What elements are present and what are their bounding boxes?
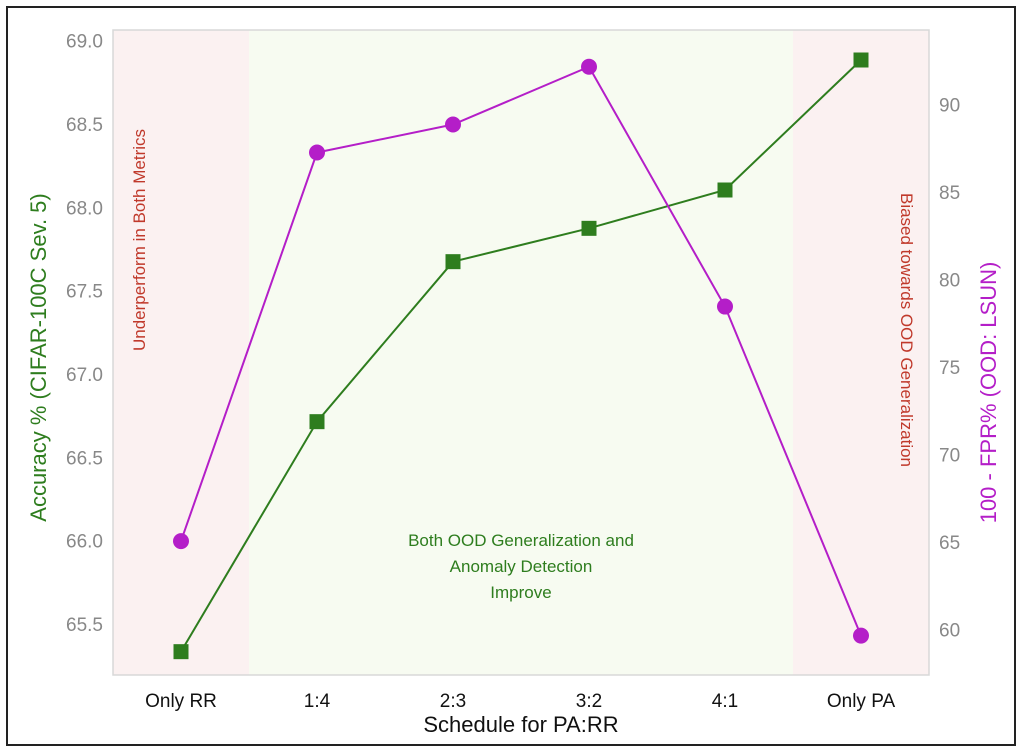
right-tick-65: 65 <box>939 533 960 554</box>
right-y-axis: 60 65 70 75 80 85 90 <box>939 95 960 641</box>
accuracy-point-only-pa <box>853 52 869 68</box>
x-tick-1-4: 1:4 <box>304 691 331 712</box>
accuracy-point-2-3 <box>445 254 461 270</box>
annotation-underperform: Underperform in Both Metrics <box>130 129 149 351</box>
series-fpr <box>173 58 869 644</box>
annotation-biased: Biased towards OOD Generalization <box>897 193 916 467</box>
annotation-improve-line-1: Both OOD Generalization and <box>408 531 634 550</box>
series-line-accuracy <box>180 59 862 653</box>
annotation-improve-line-2: Anomaly Detection <box>450 557 593 576</box>
fpr-point-3-2 <box>581 58 597 75</box>
x-axis-label: Schedule for PA:RR <box>423 712 618 737</box>
fpr-point-1-4 <box>309 144 325 161</box>
left-axis-label: Accuracy % (CIFAR-100C Sev. 5) <box>26 193 51 521</box>
series-layer <box>173 52 869 660</box>
left-tick-68-0: 68.0 <box>66 198 103 219</box>
right-tick-75: 75 <box>939 358 960 379</box>
fpr-point-only-pa <box>853 627 869 644</box>
region-biased <box>793 30 929 675</box>
left-tick-67-0: 67.0 <box>66 365 103 386</box>
left-tick-66-5: 66.5 <box>66 448 103 469</box>
left-tick-65-5: 65.5 <box>66 615 103 636</box>
accuracy-point-3-2 <box>581 220 597 236</box>
x-tick-3-2: 3:2 <box>576 691 602 712</box>
x-tick-2-3: 2:3 <box>440 691 466 712</box>
right-tick-90: 90 <box>939 95 960 116</box>
region-improve <box>249 30 793 675</box>
series-line-fpr <box>180 65 862 636</box>
right-tick-60: 60 <box>939 620 960 641</box>
x-tick-only-pa: Only PA <box>827 691 896 712</box>
right-tick-80: 80 <box>939 270 960 291</box>
fpr-point-only-rr <box>173 533 189 550</box>
right-tick-70: 70 <box>939 445 960 466</box>
left-tick-68-5: 68.5 <box>66 115 103 136</box>
right-axis-label: 100 - FPR% (OOD: LSUN) <box>976 262 1001 524</box>
left-y-axis: 65.5 66.0 66.5 67.0 67.5 68.0 68.5 69.0 <box>66 32 103 636</box>
x-axis: Only RR 1:4 2:3 3:2 4:1 Only PA <box>145 691 895 712</box>
background-regions <box>113 30 929 675</box>
accuracy-point-4-1 <box>717 182 733 198</box>
fpr-point-4-1 <box>717 298 733 315</box>
region-annotations: Underperform in Both Metrics Biased towa… <box>130 129 916 602</box>
region-underperform <box>113 30 249 675</box>
right-tick-85: 85 <box>939 183 960 204</box>
fpr-point-2-3 <box>445 116 461 133</box>
series-accuracy <box>173 52 869 660</box>
annotation-improve-line-3: Improve <box>490 583 551 602</box>
plot-border <box>112 29 930 676</box>
accuracy-point-only-rr <box>173 644 189 660</box>
accuracy-point-1-4 <box>309 414 325 430</box>
x-tick-only-rr: Only RR <box>145 691 217 712</box>
left-tick-69-0: 69.0 <box>66 32 103 53</box>
x-tick-4-1: 4:1 <box>712 691 738 712</box>
left-tick-67-5: 67.5 <box>66 282 103 303</box>
left-tick-66-0: 66.0 <box>66 532 103 553</box>
